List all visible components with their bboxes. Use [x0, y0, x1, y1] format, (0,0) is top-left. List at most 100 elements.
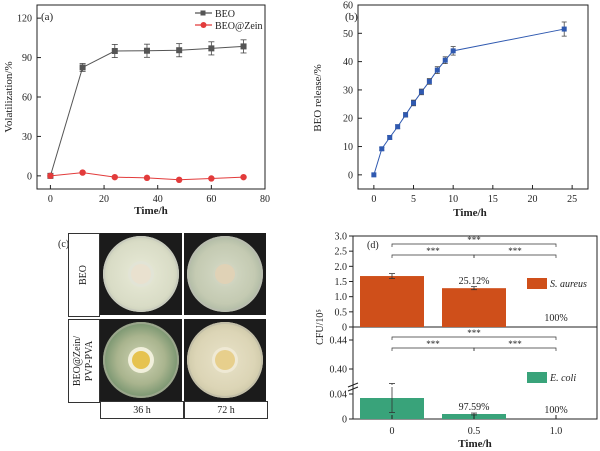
- y-tick-label: 30: [343, 85, 353, 96]
- panel-d-label: (d): [367, 240, 379, 251]
- y-tick-label: 0.5: [335, 307, 348, 318]
- column-label-72h: 72 h: [184, 401, 268, 419]
- legend-s-aureus-swatch: [527, 278, 547, 289]
- significance-label: ***: [426, 246, 440, 256]
- data-point: [240, 43, 247, 50]
- series-line-0: [49, 45, 244, 176]
- significance-label: ***: [426, 339, 440, 349]
- data-point: [379, 146, 385, 152]
- panel-a-series: [47, 39, 247, 183]
- y-tick-label: 1.5: [335, 277, 348, 288]
- x-tick-label: 20: [527, 194, 537, 205]
- y-tick-label: 90: [22, 53, 32, 64]
- y-tick-label: 0: [342, 415, 347, 426]
- data-point: [111, 48, 118, 54]
- y-tick-label: 30: [22, 132, 32, 143]
- y-tick-label: 50: [343, 29, 353, 40]
- y-tick-label: 1.0: [335, 292, 348, 303]
- filter-disc: [132, 351, 150, 369]
- x-tick-label: 60: [206, 194, 216, 205]
- dish-beo-36h: [100, 233, 182, 315]
- x-tick-label: 5: [411, 194, 416, 205]
- dish-beo-72h: [184, 233, 266, 315]
- y-tick-label: 0: [348, 170, 353, 181]
- panel-a-volatilization-chart: (a) Time/h Volatilization/% 0 20 40 60 80 0 3…: [3, 4, 270, 217]
- panel-b-label: (b): [345, 11, 358, 23]
- data-point: [442, 57, 448, 63]
- dish-beo-zein-72h: [184, 319, 266, 401]
- panel-c-photo-grid: BEO BEO@Zein/PVP-PVA 36 h 72 h: [68, 233, 268, 419]
- data-point: [450, 48, 456, 54]
- data-point: [395, 124, 401, 130]
- panel-a-y-axis-title: Volatilization/%: [3, 61, 15, 132]
- panel-b-plot-frame: [357, 4, 589, 190]
- y-tick-label: 0.40: [330, 365, 348, 376]
- annotation-e-coli-full: 100%: [544, 405, 567, 416]
- annotation-s-aureus-reduction: 25.12%: [459, 276, 490, 287]
- legend-s-aureus-label: S. aureus: [550, 279, 587, 290]
- data-point: [47, 172, 54, 180]
- row-label-beo: BEO: [68, 233, 100, 317]
- panel-a-x-axis-title: Time/h: [134, 205, 167, 217]
- significance-label: ***: [508, 339, 522, 349]
- data-point: [143, 47, 150, 54]
- x-tick-label: 10: [448, 194, 458, 205]
- y-tick-label: 40: [343, 57, 353, 68]
- data-point: [143, 174, 151, 182]
- legend-e-coli-label: E. coli: [549, 373, 576, 384]
- column-label-36h: 36 h: [100, 401, 184, 419]
- significance-label: ***: [467, 235, 481, 245]
- y-tick-label: 2.0: [335, 262, 348, 273]
- filter-disc: [215, 264, 235, 284]
- x-tick-label: 0: [390, 426, 395, 437]
- dish-beo-zein-36h: [100, 319, 182, 401]
- data-point: [240, 173, 247, 181]
- bar-s-aureus: [442, 288, 506, 327]
- panel-b-y-ticks: 0 10 20 30 40 50 60: [343, 1, 362, 181]
- panel-d-y-axis-title: CFU/10⁵: [315, 309, 326, 345]
- panel-d-bacteria-chart: (d) Time/h CFU/10⁵ 0 0.5 1.0 1.5 2.0 2.5 3.0 25…: [315, 232, 598, 450]
- bar-s-aureus: [360, 276, 424, 327]
- data-point: [561, 26, 567, 32]
- panel-b-x-axis-title: Time/h: [453, 207, 486, 219]
- x-tick-label: 20: [99, 194, 109, 205]
- x-tick-label: 15: [488, 194, 498, 205]
- data-point: [411, 100, 417, 106]
- panel-a-legend: BEO BEO@Zein: [195, 9, 263, 32]
- x-tick-label: 0.5: [468, 426, 481, 437]
- significance-bracket: [473, 347, 557, 351]
- y-tick-label: 10: [343, 142, 353, 153]
- legend-beo-zein-marker: [200, 22, 207, 28]
- panel-a-label: (a): [41, 11, 54, 23]
- filter-disc: [215, 350, 235, 370]
- y-tick-label: 0.04: [330, 390, 348, 401]
- y-tick-label: 60: [22, 93, 32, 104]
- y-tick-label: 0: [342, 323, 347, 334]
- y-tick-label: 3.0: [335, 232, 348, 243]
- y-tick-label: 60: [343, 1, 353, 12]
- x-tick-label: 0: [371, 194, 376, 205]
- x-tick-label: 80: [260, 194, 270, 205]
- panel-d-x-axis-title: Time/h: [458, 438, 491, 450]
- significance-label: ***: [508, 246, 522, 256]
- data-point: [175, 176, 183, 183]
- y-tick-label: 0.44: [330, 336, 348, 347]
- data-point: [79, 169, 86, 176]
- data-point: [403, 112, 409, 118]
- annotation-e-coli-reduction: 97.59%: [459, 402, 490, 413]
- y-tick-label: 0: [27, 171, 32, 182]
- panel-b-release-chart: (b) Time/h BEO release/% 0 5 10 15 20 25 0 10 2…: [312, 1, 589, 219]
- y-tick-label: 120: [17, 14, 32, 25]
- y-tick-label: 2.5: [335, 247, 348, 258]
- significance-bracket: [391, 243, 557, 247]
- legend-e-coli-swatch: [527, 372, 547, 383]
- x-tick-label: 40: [153, 194, 163, 205]
- data-point: [208, 175, 215, 182]
- annotation-s-aureus-full: 100%: [544, 313, 567, 324]
- data-point: [176, 47, 183, 54]
- data-point: [418, 89, 424, 95]
- panel-c-label: (c): [58, 239, 70, 250]
- data-point: [387, 134, 393, 140]
- panel-a-y-ticks: 0 30 60 90 120: [17, 14, 41, 182]
